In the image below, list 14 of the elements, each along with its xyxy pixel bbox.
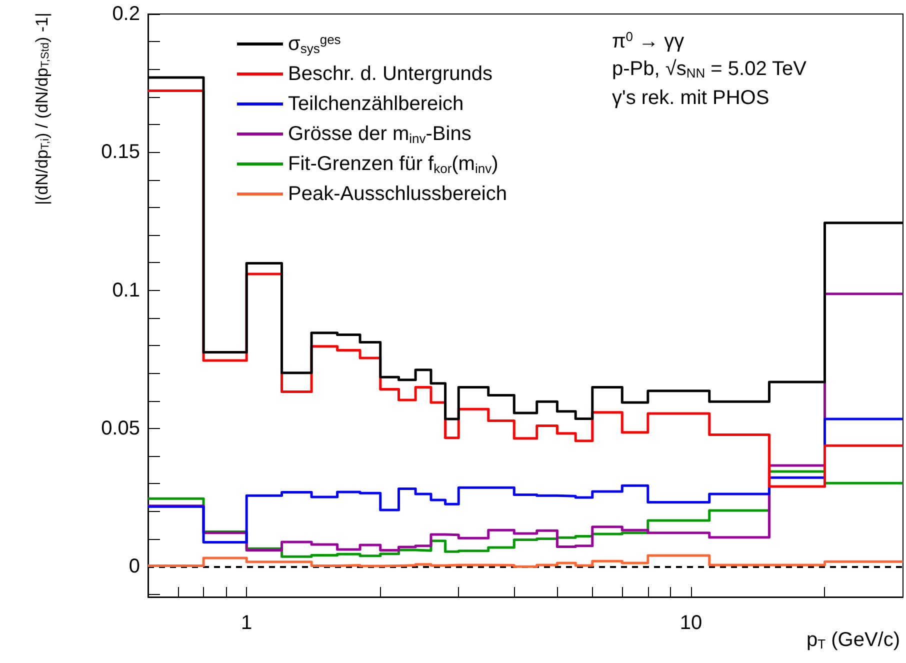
x-tick-label: 1 <box>241 612 252 634</box>
y-tick-label: 0.2 <box>112 3 140 25</box>
legend-label: Teilchenzählbereich <box>288 93 464 115</box>
annotation: γ's rek. mit PHOS <box>612 87 770 109</box>
x-axis-title: pT (GeV/c) <box>806 629 900 652</box>
y-tick-label: 0.1 <box>112 279 140 302</box>
annotation: p-Pb, √sNN = 5.02 TeV <box>612 58 808 80</box>
y-tick-label: 0.05 <box>101 417 140 440</box>
legend-label: Peak-Ausschlussbereich <box>288 183 507 205</box>
legend-label: Beschr. d. Untergrunds <box>288 63 493 85</box>
y-tick-label: 0.15 <box>101 141 140 164</box>
y-tick-label: 0 <box>128 556 140 578</box>
y-axis-title: |(dN/dpT,i) / (dN/dpT,Std) -1| <box>32 12 52 205</box>
x-tick-label: 10 <box>680 612 702 634</box>
